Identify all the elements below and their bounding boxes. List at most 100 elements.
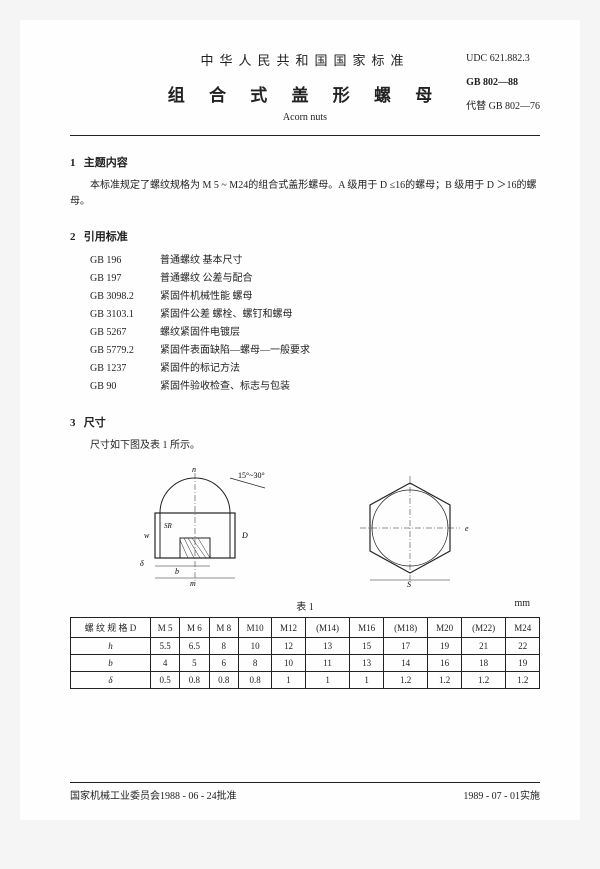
table-cell: 19 (428, 638, 461, 655)
table-cell: 1.2 (383, 672, 428, 689)
table-cell: 12 (272, 638, 305, 655)
sec3-lead: 尺寸如下图及表 1 所示。 (70, 438, 540, 454)
table-cell: 4 (151, 655, 180, 672)
footer-approval: 国家机械工业委员会1988 - 06 - 24批准 (70, 787, 237, 802)
section-2-heading: 2 引用标准 (70, 228, 540, 244)
ref-name: 紧固件表面缺陷—螺母—一般要求 (160, 342, 310, 360)
reference-item: GB 5779.2紧固件表面缺陷—螺母—一般要求 (90, 342, 540, 360)
dimension-table: 螺 纹 规 格 DM 5M 6M 8M10M12(M14)M16(M18)M20… (70, 617, 540, 689)
table-row-label: h (71, 638, 151, 655)
angle-label: 15°~30° (238, 471, 265, 480)
section-1: 1 主题内容 本标准规定了螺纹规格为 M 5 ~ M24的组合式盖形螺母。A 级… (70, 154, 540, 210)
header-codes: UDC 621.882.3 GB 802—88 代替 GB 802—76 (466, 50, 540, 122)
label-e: e (465, 524, 469, 533)
table-col-header: (M18) (383, 618, 428, 638)
table-col-header: (M22) (461, 618, 506, 638)
label-d: D (241, 531, 248, 540)
table-col-header: M20 (428, 618, 461, 638)
label-m: m (190, 579, 196, 588)
table-col-header: M16 (350, 618, 383, 638)
table-col-header: M24 (506, 618, 540, 638)
reference-list: GB 196普通螺纹 基本尺寸GB 197普通螺纹 公差与配合GB 3098.2… (90, 252, 540, 396)
section-1-heading: 1 主题内容 (70, 154, 540, 170)
table-cell: 1.2 (506, 672, 540, 689)
document-header: 中华人民共和国国家标准 UDC 621.882.3 GB 802—88 代替 G… (70, 50, 540, 136)
udc-code: UDC 621.882.3 (466, 50, 540, 68)
table-cell: 1 (272, 672, 305, 689)
table-cell: 5 (180, 655, 209, 672)
table-cell: 21 (461, 638, 506, 655)
table-cell: 6 (209, 655, 238, 672)
table-unit: mm (514, 598, 530, 609)
table-cell: 17 (383, 638, 428, 655)
table-cell: 0.5 (151, 672, 180, 689)
ref-code: GB 197 (90, 270, 160, 288)
table-cell: 6.5 (180, 638, 209, 655)
table-cell: 13 (305, 638, 350, 655)
ref-code: GB 196 (90, 252, 160, 270)
ref-name: 普通螺纹 基本尺寸 (160, 252, 243, 270)
label-b: b (175, 567, 179, 576)
ref-name: 螺纹紧固件电镀层 (160, 324, 240, 342)
ref-name: 紧固件的标记方法 (160, 360, 240, 378)
table-cell: 8 (209, 638, 238, 655)
reference-item: GB 196普通螺纹 基本尺寸 (90, 252, 540, 270)
ref-code: GB 90 (90, 378, 160, 396)
table-cell: 1 (305, 672, 350, 689)
table-title-text: 表 1 (296, 602, 314, 613)
table-cell: 14 (383, 655, 428, 672)
table-cell: 10 (272, 655, 305, 672)
table-cell: 1 (350, 672, 383, 689)
ref-code: GB 5779.2 (90, 342, 160, 360)
table-col-header: M 8 (209, 618, 238, 638)
sec2-num: 2 (70, 231, 76, 243)
ref-name: 紧固件公差 螺栓、螺钉和螺母 (160, 306, 293, 324)
table-caption: 表 1 mm (70, 598, 540, 613)
section-2: 2 引用标准 GB 196普通螺纹 基本尺寸GB 197普通螺纹 公差与配合GB… (70, 228, 540, 396)
reference-item: GB 3098.2紧固件机械性能 螺母 (90, 288, 540, 306)
label-sr: SR (164, 522, 173, 530)
ref-code: GB 1237 (90, 360, 160, 378)
sec3-title: 尺寸 (84, 417, 106, 429)
reference-item: GB 3103.1紧固件公差 螺栓、螺钉和螺母 (90, 306, 540, 324)
table-col-header: M 6 (180, 618, 209, 638)
table-cell: 5.5 (151, 638, 180, 655)
table-cell: 16 (428, 655, 461, 672)
table-row-label: b (71, 655, 151, 672)
table-cell: 0.8 (238, 672, 271, 689)
sec1-title: 主题内容 (84, 157, 128, 169)
ref-name: 普通螺纹 公差与配合 (160, 270, 253, 288)
label-delta: δ (140, 559, 144, 568)
table-cell: 0.8 (180, 672, 209, 689)
table-col-header: M12 (272, 618, 305, 638)
ref-code: GB 3098.2 (90, 288, 160, 306)
page-footer: 国家机械工业委员会1988 - 06 - 24批准 1989 - 07 - 01… (70, 782, 540, 802)
label-s: S (407, 580, 411, 588)
label-w: w (144, 531, 150, 540)
table-col-header: M10 (238, 618, 271, 638)
table-row-label: δ (71, 672, 151, 689)
sec2-title: 引用标准 (84, 231, 128, 243)
table-cell: 19 (506, 655, 540, 672)
ref-name: 紧固件机械性能 螺母 (160, 288, 253, 306)
table-cell: 15 (350, 638, 383, 655)
ref-code: GB 3103.1 (90, 306, 160, 324)
label-h: h (192, 468, 196, 474)
table-cell: 8 (238, 655, 271, 672)
reference-item: GB 5267螺纹紧固件电镀层 (90, 324, 540, 342)
table-cell: 1.2 (428, 672, 461, 689)
table-cell: 22 (506, 638, 540, 655)
table-cell: 1.2 (461, 672, 506, 689)
table-cell: 10 (238, 638, 271, 655)
table-header-label: 螺 纹 规 格 D (71, 618, 151, 638)
sec1-body: 本标准规定了螺纹规格为 M 5 ~ M24的组合式盖形螺母。A 级用于 D ≤1… (70, 178, 540, 210)
standard-code: GB 802—88 (466, 74, 540, 92)
diagram-top-view: S e (340, 468, 480, 588)
section-3-heading: 3 尺寸 (70, 414, 540, 430)
table-cell: 18 (461, 655, 506, 672)
technical-diagram: 15°~30° h SR w D b δ m S e (70, 468, 540, 588)
table-col-header: M 5 (151, 618, 180, 638)
ref-code: GB 5267 (90, 324, 160, 342)
reference-item: GB 1237紧固件的标记方法 (90, 360, 540, 378)
sec1-num: 1 (70, 157, 76, 169)
